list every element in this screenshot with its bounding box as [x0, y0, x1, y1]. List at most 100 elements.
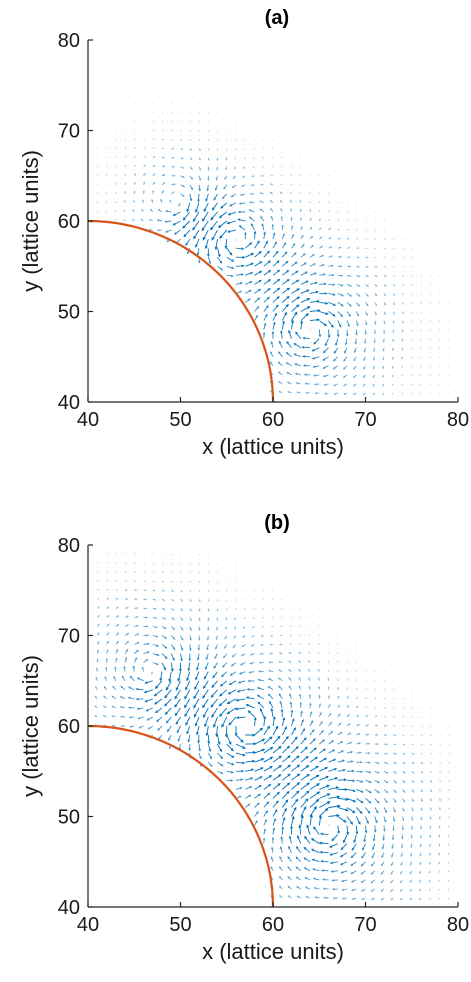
quiver-arrow [337, 722, 342, 727]
quiver-arrow [282, 773, 291, 781]
quiver-arrow [270, 351, 274, 358]
quiver-arrow [152, 580, 155, 583]
quiver-arrow [439, 771, 441, 773]
quiver-arrow [263, 819, 267, 826]
quiver-arrow [245, 289, 252, 294]
quiver-arrow [447, 870, 450, 873]
quiver-arrow [410, 852, 413, 857]
quiver-arrow [250, 184, 255, 187]
quiver-arrow [211, 680, 218, 689]
quiver-arrow [365, 751, 371, 755]
quiver-arrow [370, 897, 376, 901]
quiver-arrow [296, 835, 302, 844]
quiver-arrow [365, 789, 372, 794]
quiver-arrow [171, 598, 175, 602]
quiver-arrow [124, 648, 129, 654]
quiver-arrow [134, 607, 139, 610]
quiver-arrow [328, 227, 331, 231]
quiver-arrow [399, 897, 403, 901]
quiver-arrow [248, 209, 255, 213]
quiver-arrow [113, 675, 117, 681]
quiver-arrow [337, 816, 347, 823]
quiver-arrow [294, 372, 301, 376]
y-tick-label: 70 [58, 626, 80, 648]
quiver-arrow [308, 651, 311, 654]
quiver-arrow [346, 732, 352, 736]
quiver-arrow [195, 202, 200, 213]
quiver-arrow [144, 680, 153, 684]
quiver-arrow [96, 129, 99, 131]
quiver-arrow [143, 658, 149, 663]
quiver-arrow [355, 688, 358, 691]
quiver-arrow [161, 635, 168, 639]
quiver-arrow [115, 147, 117, 149]
quiver-arrow [230, 662, 237, 667]
quiver-arrow [411, 293, 413, 296]
quiver-arrow [300, 234, 304, 240]
quiver-arrow [346, 741, 353, 745]
quiver-arrow [271, 616, 274, 619]
quiver-arrow [309, 299, 320, 303]
quiver-arrow [370, 870, 376, 875]
quiver-arrow [429, 789, 432, 793]
quiver-arrow [309, 290, 319, 294]
quiver-arrow [220, 671, 228, 678]
quiver-arrow [252, 157, 255, 159]
quiver-arrow [142, 190, 145, 194]
quiver-arrow [114, 210, 117, 213]
quiver-arrow [308, 643, 311, 645]
quiver-arrow [114, 666, 117, 672]
quiver-arrow [278, 652, 283, 655]
quiver-arrow [374, 706, 377, 709]
quiver-arrow [300, 765, 310, 772]
quiver-arrow [328, 813, 340, 818]
quiver-arrow [272, 791, 280, 799]
quiver-arrow [290, 709, 294, 718]
quiver-arrow [419, 834, 422, 839]
quiver-arrow [337, 265, 343, 268]
quiver-arrow [282, 269, 290, 276]
quiver-arrow [337, 741, 344, 745]
quiver-arrow [97, 597, 100, 600]
quiver-arrow [238, 225, 246, 231]
quiver-arrow [332, 356, 339, 362]
quiver-arrow [180, 589, 183, 593]
quiver-arrow [263, 296, 270, 303]
quiver-arrow [260, 634, 264, 637]
quiver-arrow [383, 697, 386, 700]
quiver-arrow [234, 626, 237, 630]
quiver-arrow [97, 589, 100, 591]
quiver-arrow [272, 287, 281, 294]
quiver-arrow [278, 895, 283, 899]
quiver-arrow [119, 705, 126, 709]
quiver-arrow [223, 184, 228, 190]
quiver-arrow [401, 834, 404, 840]
quiver-arrow [343, 365, 348, 370]
quiver-arrow [205, 653, 209, 661]
quiver-arrow [298, 660, 302, 663]
quiver-arrow [337, 750, 345, 754]
quiver-arrow [210, 211, 218, 221]
quiver-arrow [189, 148, 193, 151]
quiver-arrow [269, 200, 274, 204]
quiver-arrow [262, 617, 265, 619]
quiver-arrow [411, 807, 414, 812]
quiver-arrow [198, 608, 201, 612]
quiver-arrow [184, 698, 191, 709]
quiver-arrow [207, 743, 212, 753]
quiver-arrow [419, 383, 422, 386]
quiver-arrow [336, 643, 339, 645]
quiver-arrow [363, 834, 366, 843]
quiver-arrow [393, 734, 397, 737]
quiver-arrow [308, 668, 311, 672]
quiver-arrow [361, 897, 366, 901]
quiver-arrow [429, 284, 432, 286]
quiver-arrow [171, 617, 175, 621]
quiver-arrow [383, 284, 387, 287]
quiver-arrow [420, 302, 422, 304]
quiver-arrow [328, 210, 330, 213]
quiver-arrow [299, 199, 302, 204]
quiver-arrow [198, 166, 201, 171]
quiver-arrow [239, 193, 246, 196]
quiver-arrow [259, 183, 264, 186]
